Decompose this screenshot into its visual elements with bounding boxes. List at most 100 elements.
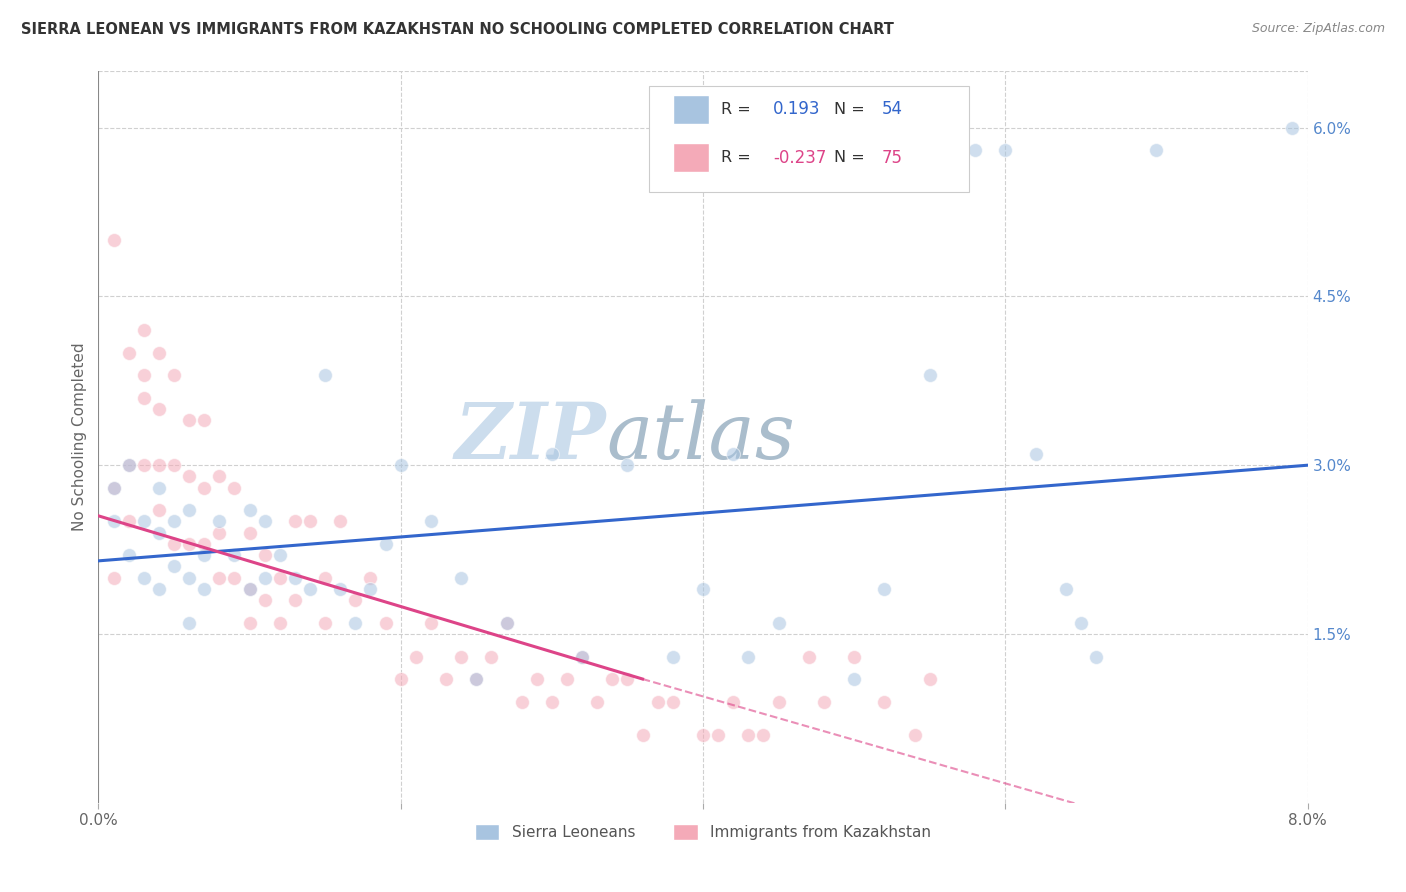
- Point: [450, 649, 472, 664]
- Point: [148, 481, 170, 495]
- Point: [224, 548, 246, 562]
- FancyBboxPatch shape: [648, 86, 969, 192]
- Point: [360, 582, 382, 596]
- Point: [224, 571, 246, 585]
- Point: [118, 458, 141, 473]
- Text: 54: 54: [882, 101, 903, 119]
- Point: [239, 615, 262, 630]
- Point: [179, 469, 201, 483]
- Point: [873, 694, 896, 708]
- Point: [103, 481, 125, 495]
- Point: [179, 537, 201, 551]
- Point: [1025, 447, 1047, 461]
- Point: [253, 548, 276, 562]
- Point: [389, 672, 412, 686]
- Point: [314, 571, 336, 585]
- Point: [571, 649, 593, 664]
- Point: [904, 728, 927, 742]
- Point: [179, 503, 201, 517]
- Point: [118, 345, 141, 359]
- Point: [103, 515, 125, 529]
- Point: [616, 458, 638, 473]
- Point: [314, 615, 336, 630]
- Point: [269, 548, 291, 562]
- Point: [918, 368, 941, 383]
- Point: [965, 143, 987, 157]
- Point: [420, 515, 443, 529]
- Point: [299, 582, 322, 596]
- Point: [179, 571, 201, 585]
- Point: [344, 593, 367, 607]
- Point: [284, 571, 307, 585]
- Point: [723, 694, 745, 708]
- Point: [103, 481, 125, 495]
- Point: [148, 503, 170, 517]
- Point: [465, 672, 488, 686]
- Point: [118, 458, 141, 473]
- Text: N =: N =: [834, 102, 869, 117]
- Point: [163, 368, 186, 383]
- Point: [253, 571, 276, 585]
- Point: [148, 345, 170, 359]
- Point: [661, 694, 683, 708]
- Point: [661, 649, 683, 664]
- Point: [148, 525, 170, 540]
- Point: [1070, 615, 1092, 630]
- Point: [374, 537, 396, 551]
- Point: [813, 694, 835, 708]
- Point: [132, 368, 155, 383]
- Point: [208, 571, 231, 585]
- Point: [344, 615, 367, 630]
- Point: [163, 458, 186, 473]
- Legend: Sierra Leoneans, Immigrants from Kazakhstan: Sierra Leoneans, Immigrants from Kazakhs…: [468, 817, 938, 847]
- Text: ZIP: ZIP: [454, 399, 606, 475]
- Point: [132, 323, 155, 337]
- Text: -0.237: -0.237: [773, 149, 827, 167]
- Point: [118, 548, 141, 562]
- Point: [692, 728, 714, 742]
- Point: [737, 649, 759, 664]
- Point: [179, 413, 201, 427]
- Point: [148, 401, 170, 416]
- Point: [208, 525, 231, 540]
- Point: [374, 615, 396, 630]
- Point: [269, 571, 291, 585]
- Point: [299, 515, 322, 529]
- Bar: [673, 143, 709, 172]
- Point: [284, 593, 307, 607]
- Point: [420, 615, 443, 630]
- Point: [434, 672, 457, 686]
- Point: [163, 537, 186, 551]
- Point: [239, 503, 262, 517]
- Point: [148, 582, 170, 596]
- Point: [405, 649, 427, 664]
- Point: [450, 571, 472, 585]
- Point: [616, 672, 638, 686]
- Point: [631, 728, 654, 742]
- Point: [132, 515, 155, 529]
- Point: [224, 481, 246, 495]
- Point: [193, 413, 215, 427]
- Bar: [673, 95, 709, 124]
- Point: [752, 728, 775, 742]
- Point: [768, 615, 790, 630]
- Text: atlas: atlas: [606, 399, 794, 475]
- Point: [193, 537, 215, 551]
- Text: Source: ZipAtlas.com: Source: ZipAtlas.com: [1251, 22, 1385, 36]
- Text: 0.193: 0.193: [773, 101, 821, 119]
- Point: [193, 582, 215, 596]
- Point: [555, 672, 578, 686]
- Point: [179, 615, 201, 630]
- Point: [132, 391, 155, 405]
- Point: [239, 582, 262, 596]
- Point: [360, 571, 382, 585]
- Point: [1085, 649, 1108, 664]
- Point: [103, 233, 125, 247]
- Point: [193, 548, 215, 562]
- Point: [132, 571, 155, 585]
- Point: [737, 728, 759, 742]
- Point: [239, 582, 262, 596]
- Point: [1281, 120, 1303, 135]
- Point: [389, 458, 412, 473]
- Point: [269, 615, 291, 630]
